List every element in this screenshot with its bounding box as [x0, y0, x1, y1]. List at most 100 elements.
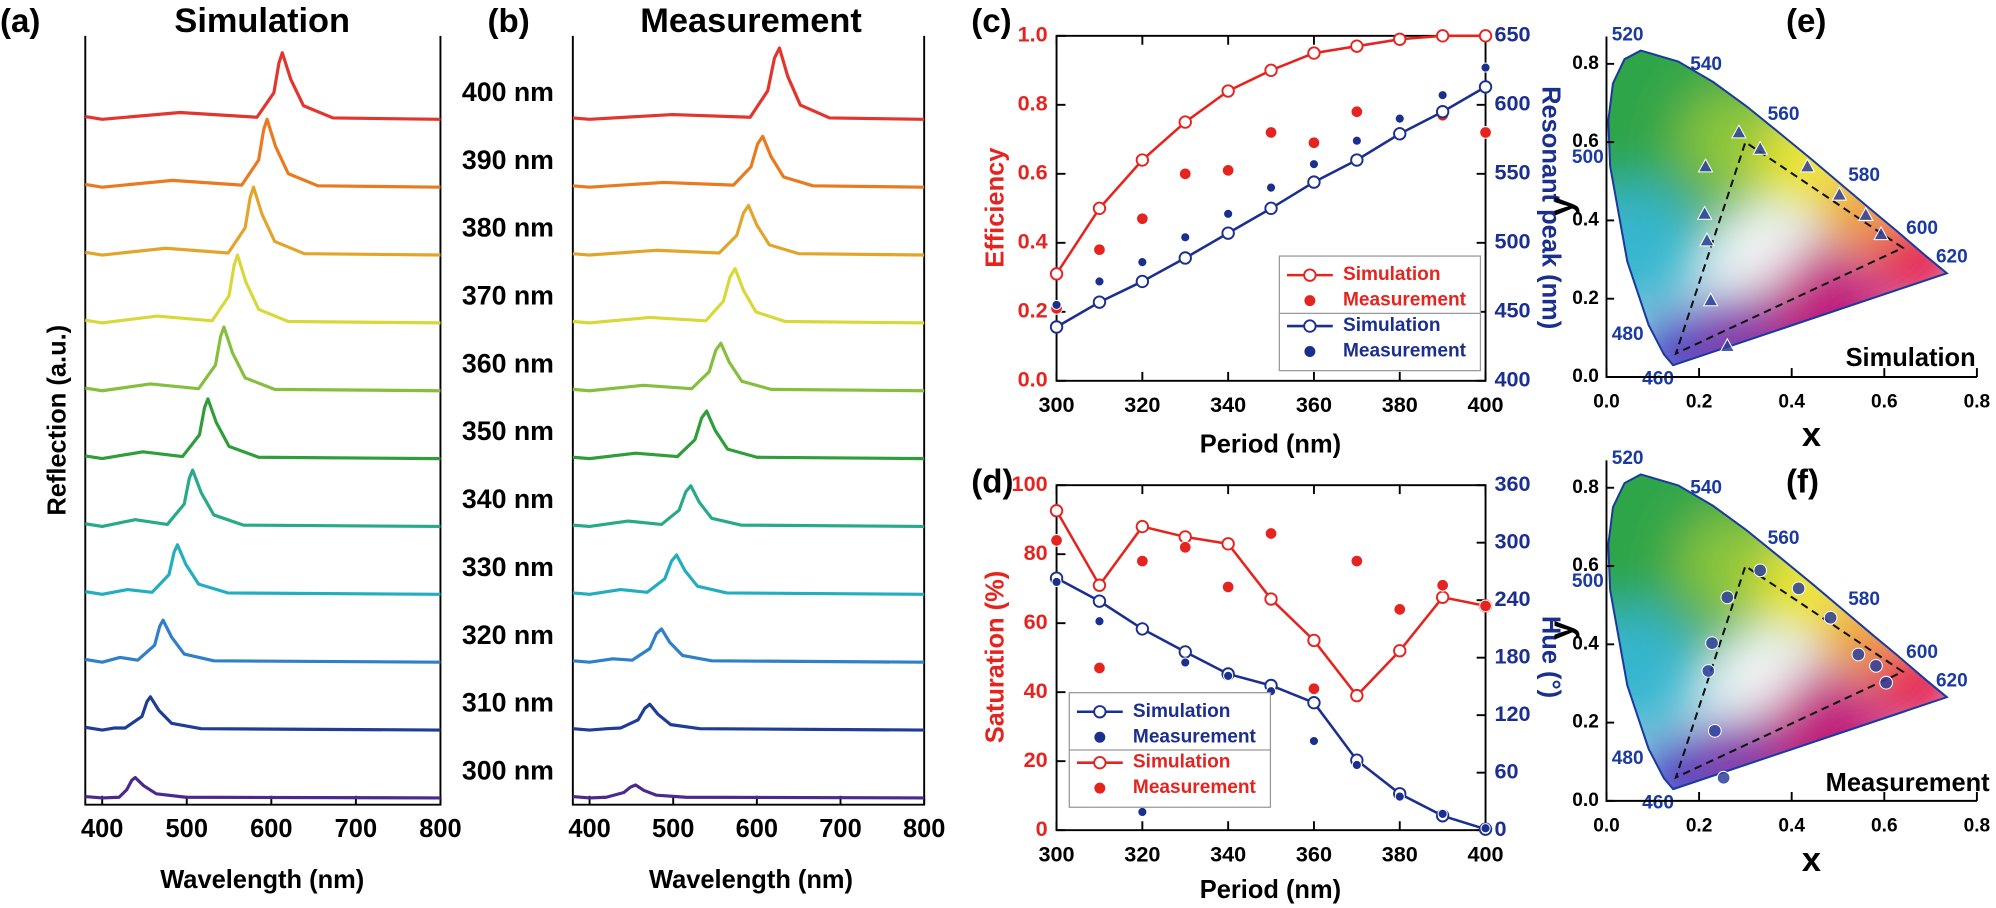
- marker: [1307, 175, 1321, 189]
- marker: [1049, 267, 1064, 281]
- y2-tick-label: 360: [1494, 471, 1530, 496]
- locus-label: 600: [1906, 642, 1938, 663]
- x-tick-label: 700: [335, 815, 377, 843]
- marker: [1823, 610, 1838, 625]
- dot: [1180, 232, 1191, 243]
- marker: [1851, 647, 1866, 662]
- marker: [1393, 127, 1407, 141]
- x-tick-label: 500: [652, 815, 694, 843]
- dot: [1351, 759, 1362, 771]
- x-tick-label: 380: [1382, 392, 1418, 417]
- locus-label: 540: [1690, 54, 1722, 75]
- panel-title: Measurement: [1826, 769, 1991, 797]
- y-tick-label: 80: [1024, 540, 1048, 565]
- marker: [1799, 158, 1816, 173]
- y-axis-label: Saturation (%): [981, 571, 1009, 743]
- dot: [1178, 167, 1192, 181]
- x-tick-label: 400: [568, 815, 610, 843]
- spectrum-line: [572, 409, 925, 461]
- marker: [1178, 251, 1192, 265]
- dot: [1178, 540, 1192, 554]
- legend-marker: [1303, 268, 1317, 282]
- spectral-locus: [1607, 473, 1949, 791]
- y2-tick-label: 450: [1494, 298, 1530, 323]
- locus-label: 460: [1642, 369, 1674, 390]
- legend-marker: [1093, 705, 1107, 719]
- y-axis-label: y: [1542, 197, 1580, 216]
- y-tick-label: 0.6: [1572, 555, 1599, 576]
- y-axis-label: Reflection (a.u.): [43, 325, 71, 516]
- color-blob: [1689, 299, 1783, 366]
- series-label: 400 nm: [462, 77, 554, 107]
- y-tick-label: 0.8: [1572, 477, 1599, 498]
- panel-label: (d): [971, 464, 1013, 501]
- marker: [1221, 226, 1235, 240]
- dot: [1137, 806, 1148, 818]
- y2-tick-label: 180: [1494, 643, 1530, 668]
- spectrum-line: [85, 468, 441, 529]
- dot: [1051, 576, 1062, 588]
- y2-tick-label: 120: [1494, 701, 1530, 726]
- series-label: 310 nm: [462, 688, 554, 718]
- legend-label: Simulation: [1133, 701, 1231, 722]
- locus-label: 520: [1612, 24, 1644, 45]
- marker: [1092, 201, 1107, 216]
- marker: [1699, 232, 1715, 247]
- marker: [1221, 537, 1235, 551]
- y-tick-label: 20: [1024, 747, 1048, 772]
- marker: [1696, 205, 1713, 220]
- marker: [1135, 519, 1150, 534]
- series-label: 320 nm: [462, 620, 554, 650]
- dot: [1308, 735, 1320, 747]
- marker: [1350, 688, 1364, 703]
- marker: [1857, 206, 1874, 221]
- spectrum-line: [572, 341, 925, 393]
- dot: [1308, 159, 1320, 170]
- locus-label: 540: [1690, 478, 1722, 499]
- dot: [1437, 90, 1448, 101]
- y-tick-label: 0.8: [1018, 91, 1048, 116]
- marker: [1350, 153, 1364, 167]
- marker: [1135, 274, 1150, 289]
- panel-label: (f): [1786, 464, 1819, 501]
- dot: [1393, 603, 1407, 616]
- x-tick-label: 320: [1124, 392, 1160, 417]
- locus-label: 580: [1848, 589, 1880, 610]
- x-tick-label: 400: [81, 815, 123, 843]
- legend-label: Measurement: [1133, 777, 1257, 798]
- marker: [1264, 592, 1278, 606]
- y-tick-label: 0.2: [1572, 712, 1599, 733]
- x-tick-label: 360: [1296, 841, 1332, 866]
- spectrum-line: [572, 203, 925, 257]
- locus-label: 480: [1612, 748, 1644, 769]
- series-label: 340 nm: [462, 484, 554, 514]
- legend-marker: [1094, 782, 1106, 794]
- x-tick-label: 800: [419, 815, 461, 843]
- marker: [1478, 29, 1493, 43]
- dot: [1437, 808, 1448, 819]
- y-axis-label: Efficiency: [981, 147, 1009, 268]
- y-axis-label: y: [1542, 621, 1580, 640]
- legend-label: Simulation: [1343, 264, 1441, 285]
- spectrum-line: [572, 553, 925, 596]
- x-tick-label: 600: [736, 815, 778, 843]
- locus-label: 620: [1936, 246, 1968, 267]
- marker: [1307, 633, 1321, 648]
- y-tick-label: 0.4: [1572, 633, 1599, 654]
- spectrum-line: [85, 695, 441, 732]
- dot: [1351, 135, 1362, 146]
- series-label: 380 nm: [462, 213, 554, 243]
- spectrum-line: [85, 325, 441, 393]
- x-tick-label: 380: [1382, 841, 1418, 866]
- y-tick-label: 40: [1024, 678, 1048, 703]
- x-axis-label: x: [1802, 841, 1821, 879]
- x-tick-label: 0.8: [1964, 391, 1991, 412]
- y-tick-label: 0.8: [1572, 53, 1599, 74]
- marker: [1716, 770, 1731, 785]
- legend-label: Simulation: [1343, 315, 1441, 336]
- locus-label: 560: [1768, 528, 1800, 549]
- marker: [1221, 84, 1235, 98]
- spectrum-line: [85, 397, 441, 461]
- y-tick-label: 100: [1012, 471, 1048, 496]
